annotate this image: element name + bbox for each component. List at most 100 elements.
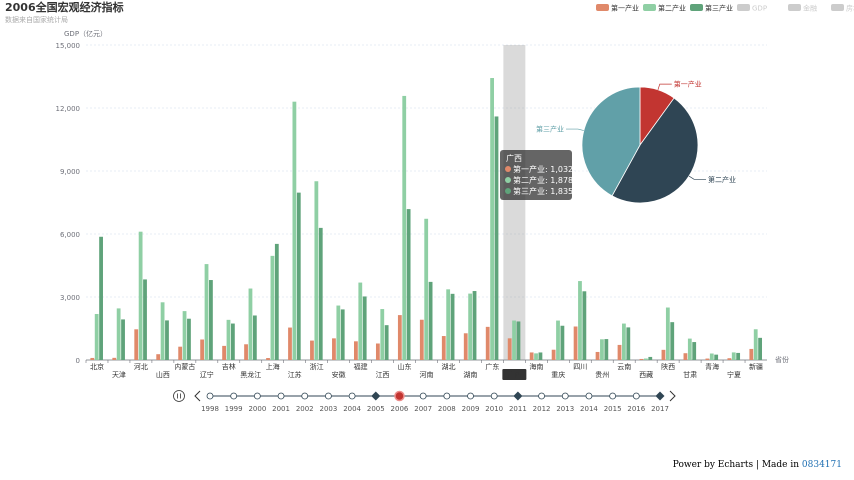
bar-海南-第一产业[interactable] [529, 352, 534, 360]
timeline-year-label[interactable]: 2014 [580, 405, 598, 413]
play-pause-button[interactable] [173, 390, 185, 402]
legend-item[interactable]: 第三产业 [705, 4, 733, 13]
timeline-point-2001[interactable] [277, 392, 285, 400]
bar-西藏-第一产业[interactable] [639, 358, 644, 360]
bar-宁夏-第三产业[interactable] [736, 352, 741, 360]
bar-重庆-第三产业[interactable] [560, 325, 565, 360]
timeline-prev-icon[interactable] [194, 390, 201, 402]
bar-青海-第二产业[interactable] [709, 353, 714, 360]
bar-山西-第二产业[interactable] [160, 302, 165, 360]
bar-海南-第二产业[interactable] [534, 353, 538, 360]
timeline-point-2004[interactable] [348, 392, 356, 400]
timeline-year-label[interactable]: 2004 [343, 405, 361, 413]
timeline-year-label[interactable]: 2012 [533, 405, 551, 413]
timeline-year-label[interactable]: 2003 [320, 405, 338, 413]
bar-陕西-第一产业[interactable] [661, 349, 666, 360]
bar-内蒙古-第一产业[interactable] [178, 346, 183, 360]
bar-宁夏-第一产业[interactable] [727, 358, 732, 360]
legend-swatch[interactable] [643, 4, 656, 11]
timeline-point-2016[interactable] [632, 392, 640, 400]
bar-湖南-第一产业[interactable] [463, 333, 468, 360]
bar-陕西-第三产业[interactable] [670, 322, 675, 360]
bar-河南-第一产业[interactable] [419, 319, 424, 360]
bar-江西-第一产业[interactable] [375, 343, 380, 360]
timeline-next-icon[interactable] [669, 390, 676, 402]
bar-贵州-第一产业[interactable] [595, 351, 600, 360]
legend-item[interactable]: 第一产业 [611, 4, 639, 13]
legend-item[interactable]: 房地产 [846, 4, 854, 13]
bar-河南-第三产业[interactable] [428, 281, 433, 360]
timeline-point-2013[interactable] [561, 392, 569, 400]
timeline-year-label[interactable]: 2007 [414, 405, 432, 413]
bar-青海-第三产业[interactable] [714, 354, 719, 360]
bar-上海-第三产业[interactable] [274, 243, 279, 360]
bar-新疆-第二产业[interactable] [753, 329, 758, 360]
timeline-point-2011[interactable] [513, 391, 523, 401]
bar-吉林-第一产业[interactable] [222, 345, 226, 360]
timeline-point-2010[interactable] [490, 392, 498, 400]
bar-四川-第三产业[interactable] [582, 291, 587, 360]
timeline-point-2009[interactable] [467, 392, 474, 400]
bar-贵州-第三产业[interactable] [604, 339, 609, 360]
bar-上海-第一产业[interactable] [266, 358, 270, 360]
bar-云南-第二产业[interactable] [622, 323, 626, 360]
timeline-point-2015[interactable] [609, 392, 617, 400]
bar-北京-第二产业[interactable] [94, 313, 99, 360]
timeline-year-label[interactable]: 2008 [438, 405, 456, 413]
bar-安徽-第三产业[interactable] [340, 309, 345, 360]
bar-河北-第三产业[interactable] [143, 279, 147, 360]
bar-甘肃-第一产业[interactable] [683, 353, 688, 360]
bar-贵州-第二产业[interactable] [600, 339, 604, 360]
bar-浙江-第一产业[interactable] [310, 340, 314, 360]
legend-swatch[interactable] [690, 4, 703, 11]
timeline-year-label[interactable]: 2009 [462, 405, 480, 413]
bar-福建-第三产业[interactable] [362, 296, 367, 360]
bar-安徽-第二产业[interactable] [336, 305, 341, 360]
legend-swatch[interactable] [788, 4, 801, 11]
bar-山东-第二产业[interactable] [402, 95, 407, 361]
bar-广东-第二产业[interactable] [490, 78, 494, 361]
bar-广东-第一产业[interactable] [485, 326, 490, 360]
pie-slice-第三产业[interactable] [581, 86, 641, 197]
bar-天津-第一产业[interactable] [112, 357, 117, 360]
timeline-point-2002[interactable] [301, 392, 309, 400]
bar-陕西-第二产业[interactable] [665, 307, 670, 360]
bar-辽宁-第二产业[interactable] [204, 264, 209, 360]
bar-云南-第三产业[interactable] [626, 327, 631, 360]
timeline-year-label[interactable]: 2017 [651, 405, 669, 413]
legend-item[interactable]: 第二产业 [658, 4, 686, 13]
bar-吉林-第三产业[interactable] [230, 323, 235, 360]
timeline-year-label[interactable]: 2016 [627, 405, 645, 413]
bar-甘肃-第二产业[interactable] [687, 338, 692, 360]
timeline-point-1998[interactable] [206, 392, 214, 400]
bar-江苏-第一产业[interactable] [288, 327, 292, 360]
bar-河南-第二产业[interactable] [424, 218, 429, 360]
bar-上海-第二产业[interactable] [270, 255, 275, 360]
timeline-year-label[interactable]: 1999 [225, 405, 243, 413]
timeline-year-label[interactable]: 2001 [272, 405, 290, 413]
bar-内蒙古-第二产业[interactable] [182, 311, 187, 360]
timeline-point-1999[interactable] [230, 392, 238, 400]
bar-江苏-第二产业[interactable] [292, 101, 297, 360]
bar-黑龙江-第三产业[interactable] [252, 315, 257, 360]
bar-山东-第一产业[interactable] [397, 315, 402, 360]
timeline-year-label[interactable]: 2015 [604, 405, 622, 413]
bar-四川-第二产业[interactable] [578, 281, 582, 360]
bar-宁夏-第二产业[interactable] [731, 352, 736, 360]
bar-黑龙江-第一产业[interactable] [244, 344, 248, 360]
bar-北京-第三产业[interactable] [99, 236, 103, 360]
bar-内蒙古-第三产业[interactable] [187, 318, 191, 360]
bar-西藏-第二产业[interactable] [643, 358, 648, 360]
bar-湖北-第二产业[interactable] [446, 289, 451, 360]
timeline-point-2000[interactable] [253, 392, 261, 400]
bar-辽宁-第三产业[interactable] [209, 280, 213, 360]
timeline-point-2003[interactable] [325, 392, 332, 400]
bar-江西-第三产业[interactable] [384, 325, 389, 360]
timeline-point-2007[interactable] [419, 392, 427, 400]
timeline-point-2008[interactable] [443, 392, 451, 400]
bar-山东-第三产业[interactable] [406, 209, 411, 360]
bar-青海-第一产业[interactable] [705, 358, 710, 360]
bar-广西-第二产业[interactable] [512, 320, 516, 360]
bar-广西-第一产业[interactable] [507, 338, 512, 360]
bar-四川-第一产业[interactable] [573, 326, 578, 360]
